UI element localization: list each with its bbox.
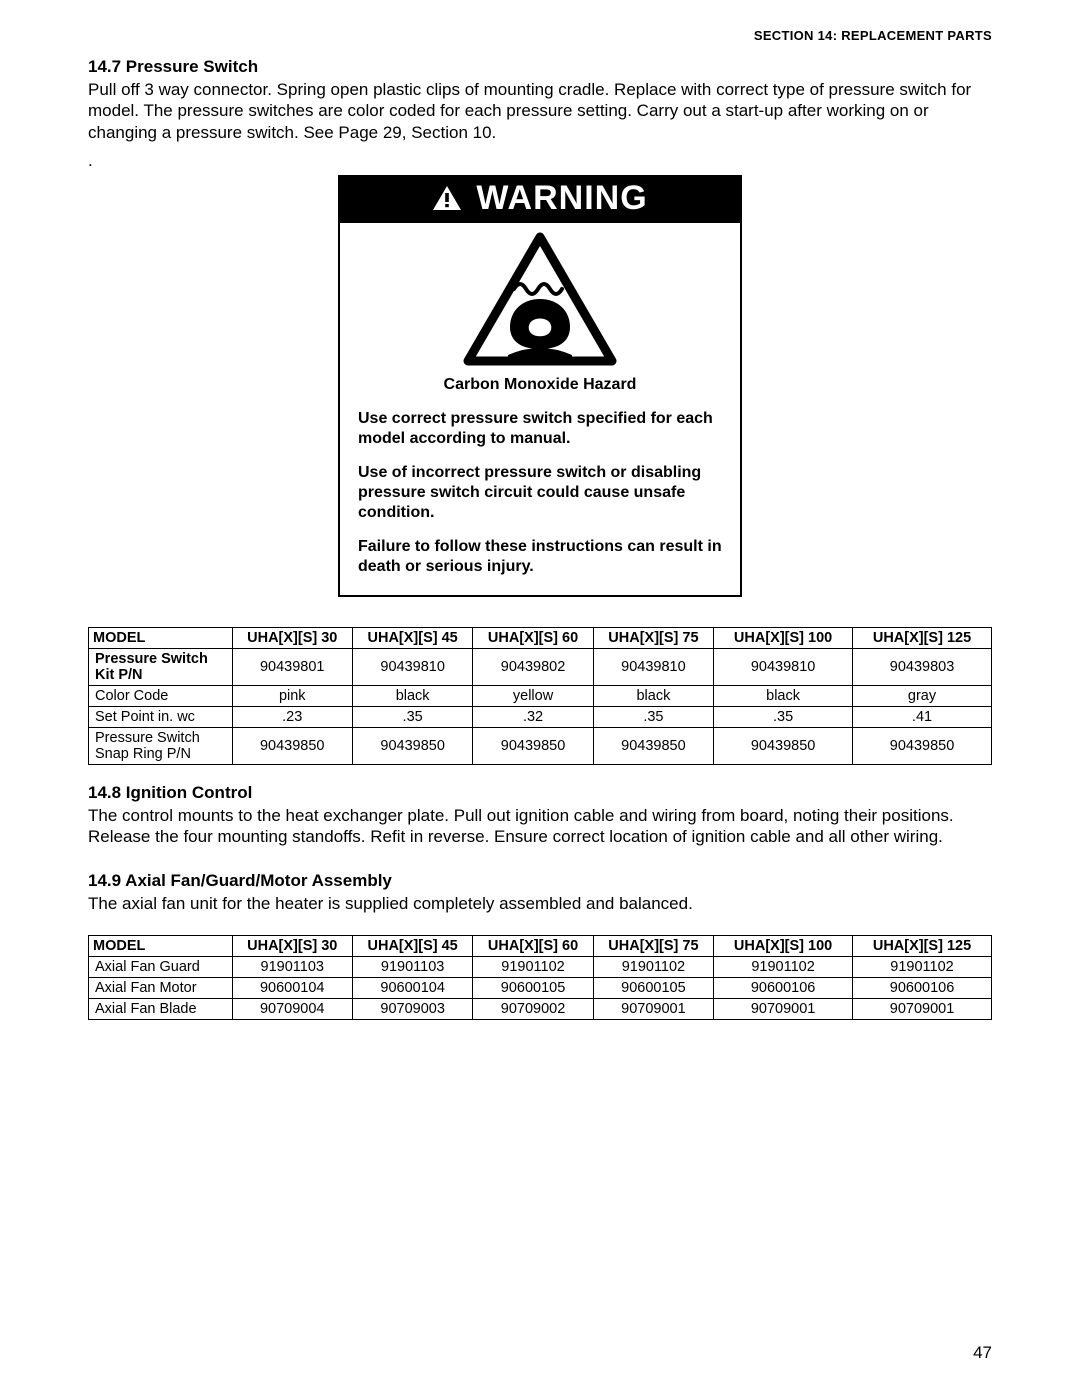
table-cell: .41 [853, 706, 992, 727]
table-cell: 90709001 [593, 998, 713, 1019]
table-cell: 90600105 [473, 977, 593, 998]
table-cell: 91901102 [853, 956, 992, 977]
table-row-label: Axial Fan Motor [89, 977, 233, 998]
warning-signal-word: WARNING [476, 179, 647, 218]
table-header-cell: UHA[X][S] 125 [853, 935, 992, 956]
table-cell: 90439850 [714, 727, 853, 764]
table-cell: .35 [714, 706, 853, 727]
warning-text: Carbon Monoxide Hazard Use correct press… [340, 373, 740, 595]
table-row: Axial Fan Guard9190110391901103919011029… [89, 956, 992, 977]
table-cell: 90439850 [473, 727, 593, 764]
table-header-cell: UHA[X][S] 125 [853, 627, 992, 648]
table-cell: 90709003 [352, 998, 472, 1019]
warning-p3: Failure to follow these instructions can… [358, 537, 722, 577]
table-cell: .35 [352, 706, 472, 727]
heading-14-9: 14.9 Axial Fan/Guard/Motor Assembly [88, 871, 992, 891]
table-cell: 90439803 [853, 648, 992, 685]
table-cell: gray [853, 685, 992, 706]
table-cell: 91901102 [593, 956, 713, 977]
table-cell: 90709001 [714, 998, 853, 1019]
hazard-title: Carbon Monoxide Hazard [358, 375, 722, 395]
table-row-label: Pressure Switch Kit P/N [89, 648, 233, 685]
table-cell: 90709002 [473, 998, 593, 1019]
table-row-label: Pressure Switch Snap Ring P/N [89, 727, 233, 764]
table-cell: 90439850 [593, 727, 713, 764]
table-header-cell: UHA[X][S] 45 [352, 627, 472, 648]
table-row-label: Axial Fan Blade [89, 998, 233, 1019]
table-cell: .23 [232, 706, 352, 727]
table-header-cell: UHA[X][S] 45 [352, 935, 472, 956]
table-cell: 91901103 [232, 956, 352, 977]
table-cell: 90439850 [853, 727, 992, 764]
table-cell: 90439850 [352, 727, 472, 764]
body-14-8: The control mounts to the heat exchanger… [88, 805, 992, 848]
warning-p2: Use of incorrect pressure switch or disa… [358, 463, 722, 523]
table-header-cell: UHA[X][S] 60 [473, 935, 593, 956]
stray-period: . [88, 151, 992, 171]
pressure-switch-table: MODELUHA[X][S] 30UHA[X][S] 45UHA[X][S] 6… [88, 627, 992, 765]
table-cell: .35 [593, 706, 713, 727]
page-number: 47 [973, 1343, 992, 1363]
table-cell: 90439810 [714, 648, 853, 685]
table-cell: 90439810 [593, 648, 713, 685]
table-header-cell: UHA[X][S] 75 [593, 627, 713, 648]
warning-banner: WARNING [340, 177, 740, 223]
table-row-label: Set Point in. wc [89, 706, 233, 727]
table-cell: 91901102 [714, 956, 853, 977]
table-cell: 90600104 [352, 977, 472, 998]
alert-triangle-icon [432, 185, 462, 211]
heading-14-8: 14.8 Ignition Control [88, 783, 992, 803]
table-cell: 91901102 [473, 956, 593, 977]
table-row: Axial Fan Motor9060010490600104906001059… [89, 977, 992, 998]
table-cell: pink [232, 685, 352, 706]
table-cell: 90600105 [593, 977, 713, 998]
table-cell: 90709004 [232, 998, 352, 1019]
table-row: Pressure Switch Snap Ring P/N90439850904… [89, 727, 992, 764]
table-cell: 90439850 [232, 727, 352, 764]
table-cell: 90600106 [714, 977, 853, 998]
table-cell: black [593, 685, 713, 706]
table-cell: 90709001 [853, 998, 992, 1019]
table-cell: black [352, 685, 472, 706]
table-row: Axial Fan Blade9070900490709003907090029… [89, 998, 992, 1019]
table-header-cell: UHA[X][S] 30 [232, 627, 352, 648]
table-header-cell: UHA[X][S] 100 [714, 935, 853, 956]
table-cell: 91901103 [352, 956, 472, 977]
table-cell: yellow [473, 685, 593, 706]
axial-fan-table: MODELUHA[X][S] 30UHA[X][S] 45UHA[X][S] 6… [88, 935, 992, 1020]
table-row-label: Axial Fan Guard [89, 956, 233, 977]
table-cell: .32 [473, 706, 593, 727]
table-cell: 90439802 [473, 648, 593, 685]
table-header-cell: MODEL [89, 935, 233, 956]
table-cell: 90439801 [232, 648, 352, 685]
warning-p1: Use correct pressure switch specified fo… [358, 409, 722, 449]
table-row: Pressure Switch Kit P/N90439801904398109… [89, 648, 992, 685]
table-header-cell: UHA[X][S] 100 [714, 627, 853, 648]
table-header-cell: UHA[X][S] 30 [232, 935, 352, 956]
table-header-cell: UHA[X][S] 60 [473, 627, 593, 648]
page: SECTION 14: REPLACEMENT PARTS 14.7 Press… [0, 0, 1080, 1397]
table-cell: 90600106 [853, 977, 992, 998]
warning-box: WARNING Carbon Monoxide Hazard Use corre… [338, 175, 742, 597]
table-row: Color Codepinkblackyellowblackblackgray [89, 685, 992, 706]
table-cell: 90439810 [352, 648, 472, 685]
table-row: Set Point in. wc.23.35.32.35.35.41 [89, 706, 992, 727]
table-row-label: Color Code [89, 685, 233, 706]
table-cell: black [714, 685, 853, 706]
table-cell: 90600104 [232, 977, 352, 998]
table-header-cell: MODEL [89, 627, 233, 648]
running-header: SECTION 14: REPLACEMENT PARTS [88, 28, 992, 43]
table-header-cell: UHA[X][S] 75 [593, 935, 713, 956]
heading-14-7: 14.7 Pressure Switch [88, 57, 992, 77]
co-hazard-pictogram [340, 223, 740, 373]
body-14-7: Pull off 3 way connector. Spring open pl… [88, 79, 992, 143]
body-14-9: The axial fan unit for the heater is sup… [88, 893, 992, 914]
